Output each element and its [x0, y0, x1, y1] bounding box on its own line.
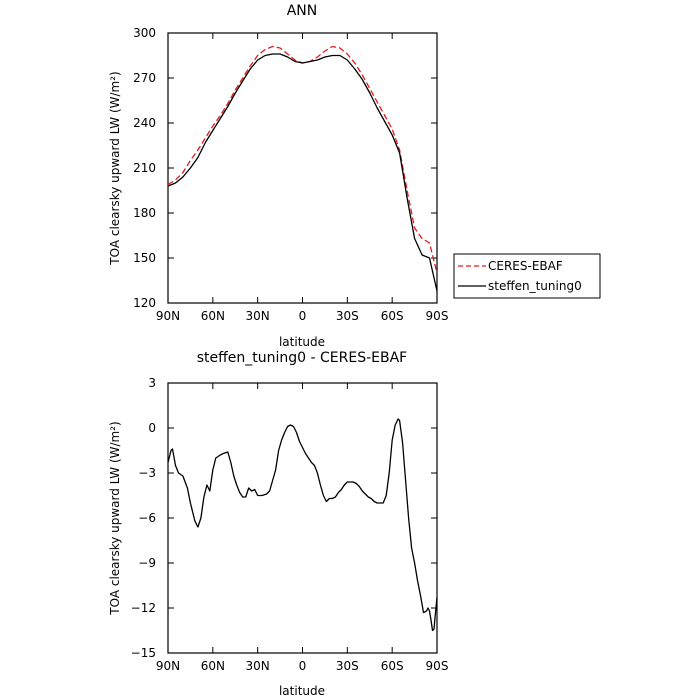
- x-tick-label: 90N: [156, 309, 180, 323]
- series-group: [167, 45, 438, 292]
- x-tick-label: 0: [299, 659, 307, 673]
- y-tick-label: 240: [133, 116, 156, 130]
- chart-title: ANN: [287, 3, 318, 19]
- x-tick-label: 30S: [336, 309, 359, 323]
- axes: 90N 60N 30N 0 30S 60S 90S 120 150 180 210 240 270 300: [133, 26, 448, 323]
- series-group: [167, 418, 438, 632]
- x-tick-label: 60N: [201, 309, 225, 323]
- y-tick-label: 3: [148, 376, 156, 390]
- y-tick-label: −12: [131, 601, 156, 615]
- x-tick-label: 60N: [201, 659, 225, 673]
- x-tick-label: 60S: [381, 309, 404, 323]
- plot-frame: [167, 382, 438, 654]
- chart-title: steffen_tuning0 - CERES-EBAF: [197, 350, 408, 366]
- y-tick-label: 270: [133, 71, 156, 85]
- y-tick-label: −15: [131, 646, 156, 660]
- x-axis-label: latitude: [279, 335, 325, 349]
- y-tick-label: 300: [133, 26, 156, 40]
- series-line-steffen-tuning0: [167, 53, 438, 292]
- legend-label-ceres: CERES-EBAF: [488, 259, 563, 273]
- legend: CERES-EBAF steffen_tuning0: [453, 253, 601, 299]
- plot-frame: [167, 32, 438, 304]
- legend-label-steffen: steffen_tuning0: [488, 279, 582, 293]
- chart-top-panel: ANN 90N 60N 30N 0 30S 60S 90S 120 150 180 210 240 27…: [108, 3, 601, 349]
- x-axis-label: latitude: [279, 684, 325, 698]
- y-axis-label: TOA clearsky upward LW (W/m²): [108, 421, 122, 615]
- legend-box: [453, 253, 601, 299]
- y-axis-label: TOA clearsky upward LW (W/m²): [108, 71, 122, 265]
- series-line-ceres-ebaf: [167, 45, 438, 274]
- x-tick-label: 0: [299, 309, 307, 323]
- y-tick-label: 120: [133, 296, 156, 310]
- y-tick-label: 210: [133, 161, 156, 175]
- series-line-difference: [167, 418, 438, 632]
- y-tick-label: 180: [133, 206, 156, 220]
- x-tick-label: 30N: [246, 659, 270, 673]
- y-tick-label: −3: [138, 466, 156, 480]
- y-tick-label: −6: [138, 511, 156, 525]
- axes: 90N 60N 30N 0 30S 60S 90S −15 −12 −9 −6 −3 0 3: [131, 376, 449, 673]
- y-tick-label: 150: [133, 251, 156, 265]
- chart-bottom-panel: steffen_tuning0 - CERES-EBAF 90N 60N 30N 0 3…: [108, 350, 448, 698]
- x-tick-label: 30S: [336, 659, 359, 673]
- y-tick-label: −9: [138, 556, 156, 570]
- x-tick-label: 90N: [156, 659, 180, 673]
- x-tick-label: 30N: [246, 309, 270, 323]
- x-tick-label: 60S: [381, 659, 404, 673]
- x-tick-label: 90S: [426, 659, 449, 673]
- x-tick-label: 90S: [426, 309, 449, 323]
- y-tick-label: 0: [148, 421, 156, 435]
